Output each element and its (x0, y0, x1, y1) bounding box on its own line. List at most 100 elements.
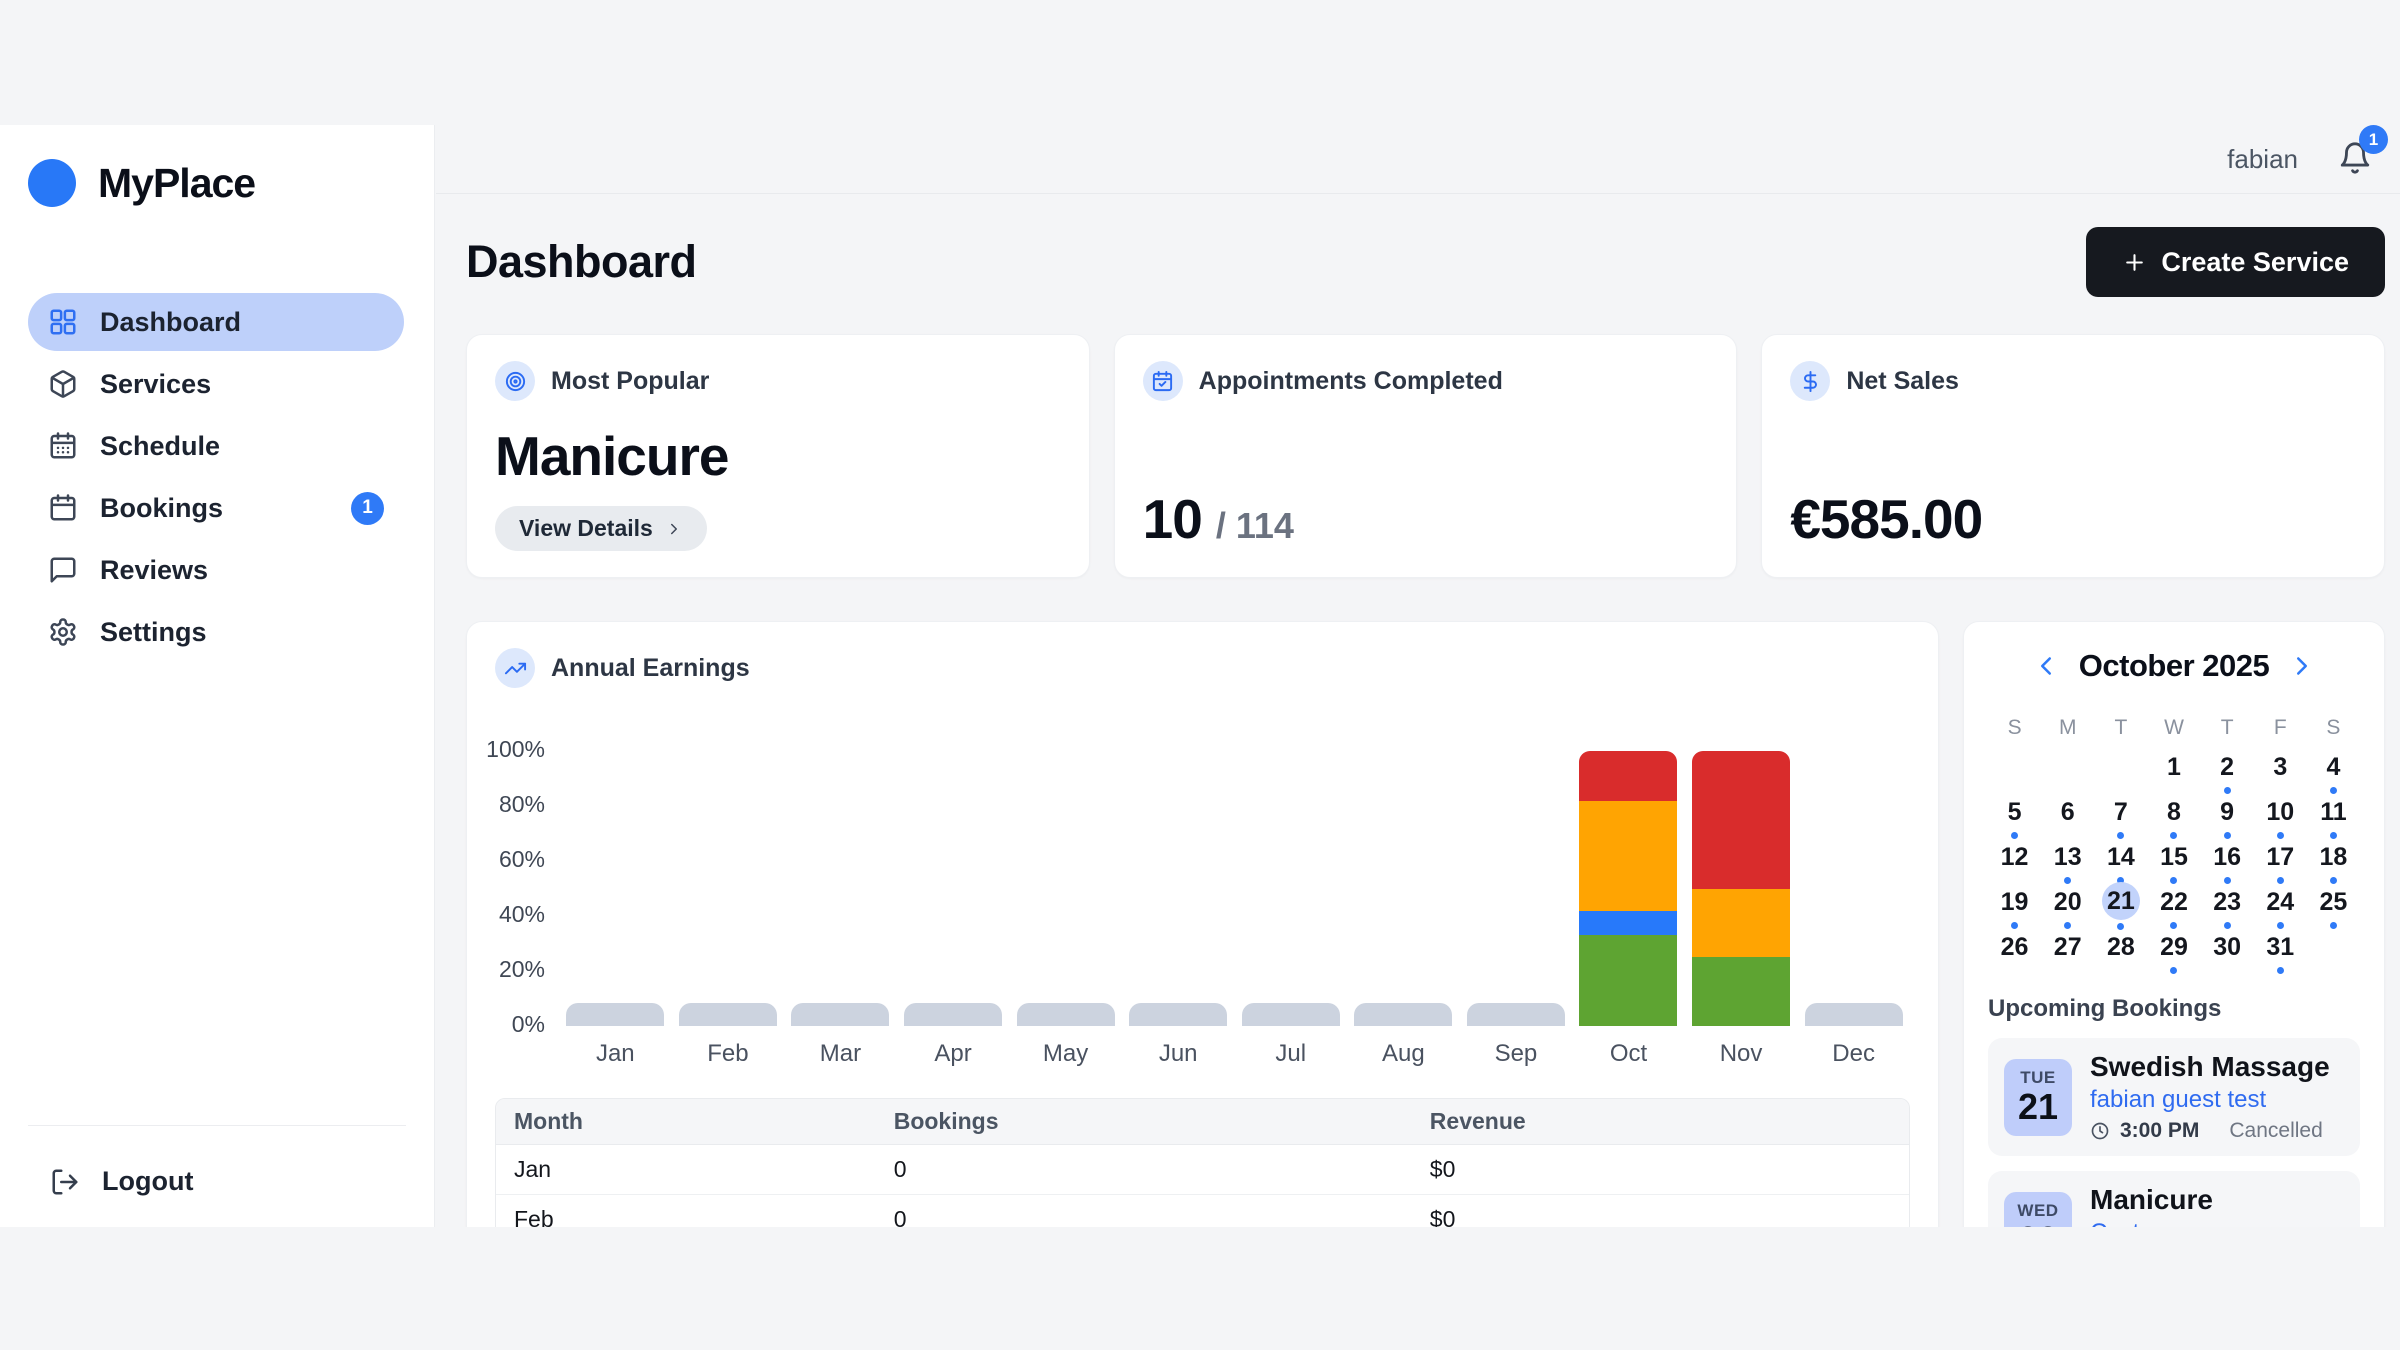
brand-name: MyPlace (98, 159, 256, 206)
calendar-day-number: 23 (2213, 887, 2242, 916)
sidebar-item-services[interactable]: Services (28, 355, 404, 413)
booking-dot (2170, 967, 2178, 974)
booking-dot (2329, 787, 2337, 794)
net-sales-card: Net Sales €585.00 (1761, 334, 2386, 578)
booking-date: 21 (2017, 1086, 2059, 1128)
chart-header: Annual Earnings (495, 648, 1910, 688)
booking-meta: 3:00 PM Cancelled (2090, 1119, 2330, 1143)
calendar-header: October 2025 (1988, 648, 2360, 684)
calendar-day-15[interactable]: 15 (2147, 840, 2200, 885)
calendar-day-16[interactable]: 16 (2201, 840, 2254, 885)
calendar-day-25[interactable]: 25 (2307, 885, 2360, 930)
sidebar-item-label: Services (100, 368, 212, 399)
calendar-day-9[interactable]: 9 (2201, 795, 2254, 840)
calendar-day-22[interactable]: 22 (2147, 885, 2200, 930)
logout-button[interactable]: Logout (28, 1166, 406, 1197)
calendar-day-19[interactable]: 19 (1988, 885, 2041, 930)
calendar-day-14[interactable]: 14 (2094, 840, 2147, 885)
calendar-day-number: 12 (2000, 842, 2029, 871)
day-of-week-header: S (2326, 716, 2341, 739)
x-axis-label: Apr (934, 1040, 972, 1067)
calendar-day-29[interactable]: 29 (2147, 930, 2200, 975)
booking-dot (2223, 832, 2231, 839)
booking-card[interactable]: TUE 21 Swedish Massage fabian guest test 3:0… (1988, 1038, 2360, 1156)
sidebar-item-bookings[interactable]: Bookings 1 (28, 479, 404, 537)
calendar-day-26[interactable]: 26 (1988, 930, 2041, 975)
empty-bar-placeholder (566, 1003, 665, 1026)
sidebar-item-dashboard[interactable]: Dashboard (28, 293, 404, 351)
trending-up-icon (504, 657, 527, 680)
empty-bar-placeholder (1129, 1003, 1228, 1026)
calendar-day-8[interactable]: 8 (2147, 795, 2200, 840)
calendar-day-number: 2 (2220, 752, 2235, 781)
booking-customer-link[interactable]: Customer (2090, 1219, 2307, 1227)
sidebar-item-schedule[interactable]: Schedule (28, 417, 404, 475)
calendar-day-7[interactable]: 7 (2094, 795, 2147, 840)
username: fabian (2227, 143, 2298, 174)
notification-count-badge: 1 (2359, 125, 2388, 154)
stacked-bar-nov (1692, 751, 1791, 1026)
empty-bar-placeholder (678, 1003, 777, 1026)
calendar-day-1[interactable]: 1 (2147, 750, 2200, 795)
empty-bar-placeholder (1354, 1003, 1453, 1026)
calendar-day-18[interactable]: 18 (2307, 840, 2360, 885)
booking-card[interactable]: WED22ManicureCustomer2:00 AMPending (1988, 1171, 2360, 1227)
calendar-day-10[interactable]: 10 (2254, 795, 2307, 840)
calendar-icon (48, 493, 78, 523)
create-service-button[interactable]: Create Service (2086, 227, 2385, 297)
booking-customer-link[interactable]: fabian guest test (2090, 1086, 2267, 1113)
booking-dot (2117, 832, 2125, 839)
booking-dot (2064, 877, 2072, 884)
empty-bar-placeholder (1016, 1003, 1115, 1026)
calendar-day-13[interactable]: 13 (2041, 840, 2094, 885)
message-square-icon (48, 555, 78, 585)
calendar-day-number: 22 (2160, 887, 2188, 916)
calendar-day-27[interactable]: 27 (2041, 930, 2094, 975)
booking-dot (2276, 967, 2284, 974)
create-service-label: Create Service (2161, 246, 2349, 277)
table-cell: 0 (875, 1145, 1412, 1195)
x-axis-label: Dec (1832, 1040, 1875, 1067)
calendar-day-number: 11 (2320, 797, 2347, 826)
calendar-day-17[interactable]: 17 (2254, 840, 2307, 885)
calendar-day-20[interactable]: 20 (2041, 885, 2094, 930)
calendar-day-21[interactable]: 21 (2094, 882, 2147, 930)
calendar-day-6[interactable]: 6 (2041, 795, 2094, 840)
booking-dot (2170, 832, 2178, 839)
calendar-day-28[interactable]: 28 (2094, 930, 2147, 975)
brand-logo-icon (28, 159, 76, 207)
calendar-day-number: 30 (2213, 932, 2242, 961)
calendar-day-4[interactable]: 4 (2307, 750, 2360, 795)
bar-red-segment (1579, 751, 1678, 801)
calendar-day-3[interactable]: 3 (2254, 750, 2307, 795)
calendar-day-5[interactable]: 5 (1988, 795, 2041, 840)
calendar-day-number: 8 (2167, 797, 2181, 826)
x-axis-label: May (1042, 1040, 1089, 1067)
calendar-day-31[interactable]: 31 (2254, 930, 2307, 975)
calendar-day-23[interactable]: 23 (2201, 885, 2254, 930)
calendar-day-2[interactable]: 2 (2201, 750, 2254, 795)
chart-bar-slot-nov (1685, 751, 1798, 1026)
calendar-panel: October 2025 S M T W T F S 1 2 3 4 5 6 7 8 9 10 11 12 13 14 1… (1963, 621, 2385, 1227)
calendar-next-button[interactable] (2287, 651, 2317, 681)
booking-dot (2011, 832, 2019, 839)
calendar-day-number: 31 (2266, 932, 2295, 961)
calendar-day-number: 20 (2053, 887, 2082, 916)
sidebar-item-reviews[interactable]: Reviews (28, 541, 404, 599)
x-axis-label: Feb (707, 1040, 749, 1067)
net-sales-label: Net Sales (1846, 366, 1959, 395)
calendar-day-24[interactable]: 24 (2254, 885, 2307, 930)
calendar-day-30[interactable]: 30 (2201, 930, 2254, 975)
notifications-button[interactable]: 1 (2338, 125, 2388, 177)
calendar-day-12[interactable]: 12 (1988, 840, 2041, 885)
chart-bar-slot-mar (784, 1003, 897, 1026)
sidebar-item-settings[interactable]: Settings (28, 603, 404, 661)
calendar-day-11[interactable]: 11 (2307, 795, 2360, 840)
upcoming-bookings-title: Upcoming Bookings (1988, 995, 2222, 1022)
x-axis-label: Sep (1494, 1040, 1538, 1067)
calendar-day-number: 29 (2160, 932, 2188, 961)
view-details-button[interactable]: View Details (495, 506, 707, 551)
sidebar-item-label: Schedule (100, 430, 221, 461)
earnings-table-header: Month Bookings Revenue (496, 1099, 1909, 1145)
calendar-prev-button[interactable] (2031, 651, 2061, 681)
